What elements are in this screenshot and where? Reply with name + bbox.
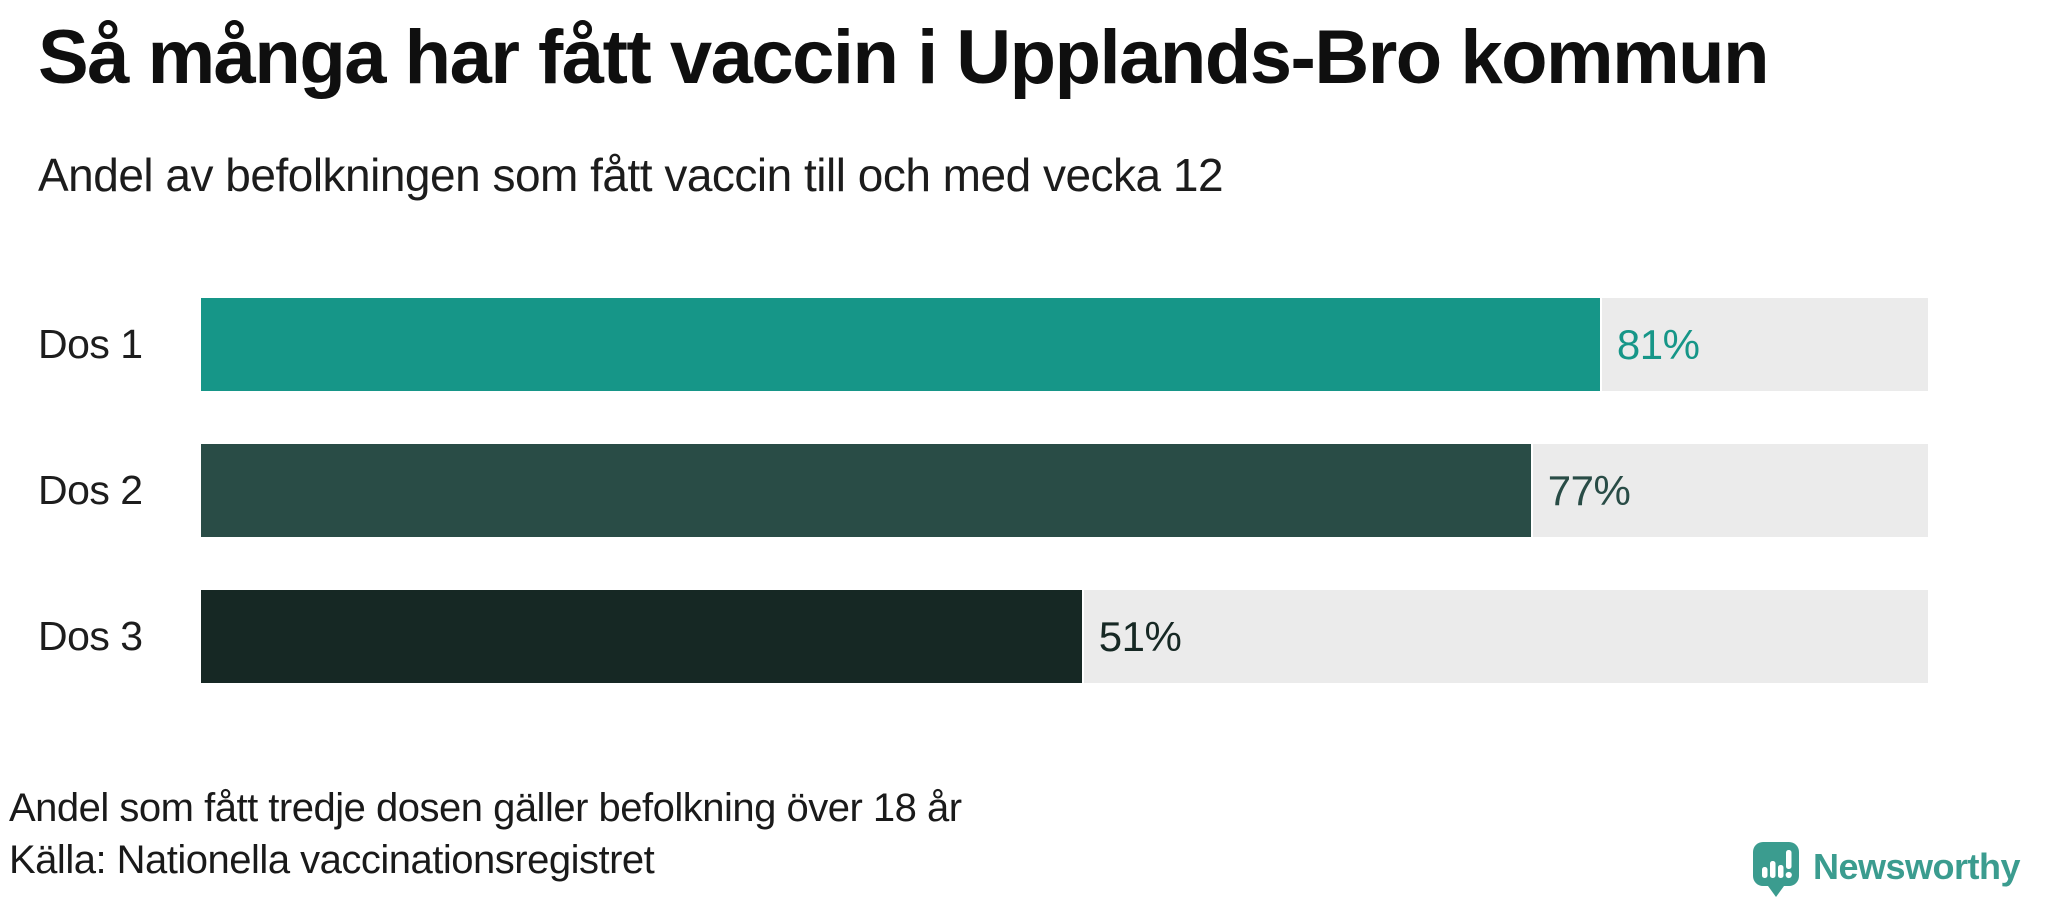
bar-row-dos-1: Dos 1 81% <box>0 298 2048 391</box>
chart-title: Så många har fått vaccin i Upplands-Bro … <box>38 15 1770 100</box>
value-label-dos-1: 81% <box>1616 320 1700 368</box>
bar-track: 51% <box>201 590 1928 683</box>
chart-source: Källa: Nationella vaccinationsregistret <box>9 838 655 882</box>
category-label-dos-1: Dos 1 <box>38 321 143 367</box>
bar-dos-2 <box>201 444 1531 537</box>
bar-track: 81% <box>201 298 1928 391</box>
value-label-dos-2: 77% <box>1547 466 1631 514</box>
bar-track: 77% <box>201 444 1928 537</box>
bar-row-dos-2: Dos 2 77% <box>0 444 2048 537</box>
category-label-dos-2: Dos 2 <box>38 467 143 513</box>
category-label-dos-3: Dos 3 <box>38 613 143 659</box>
chart-footnote: Andel som fått tredje dosen gäller befol… <box>9 786 962 830</box>
newsworthy-logo: Newsworthy <box>1752 842 2021 898</box>
chart-subtitle: Andel av befolkningen som fått vaccin ti… <box>38 149 1224 201</box>
newsworthy-logo-text: Newsworthy <box>1812 846 2021 887</box>
newsworthy-speech-bubble-chart-icon <box>1752 842 1799 897</box>
bar-row-dos-3: Dos 3 51% <box>0 590 2048 683</box>
bar-dos-3 <box>201 590 1082 683</box>
value-label-dos-3: 51% <box>1098 612 1182 660</box>
bar-dos-1 <box>201 298 1600 391</box>
